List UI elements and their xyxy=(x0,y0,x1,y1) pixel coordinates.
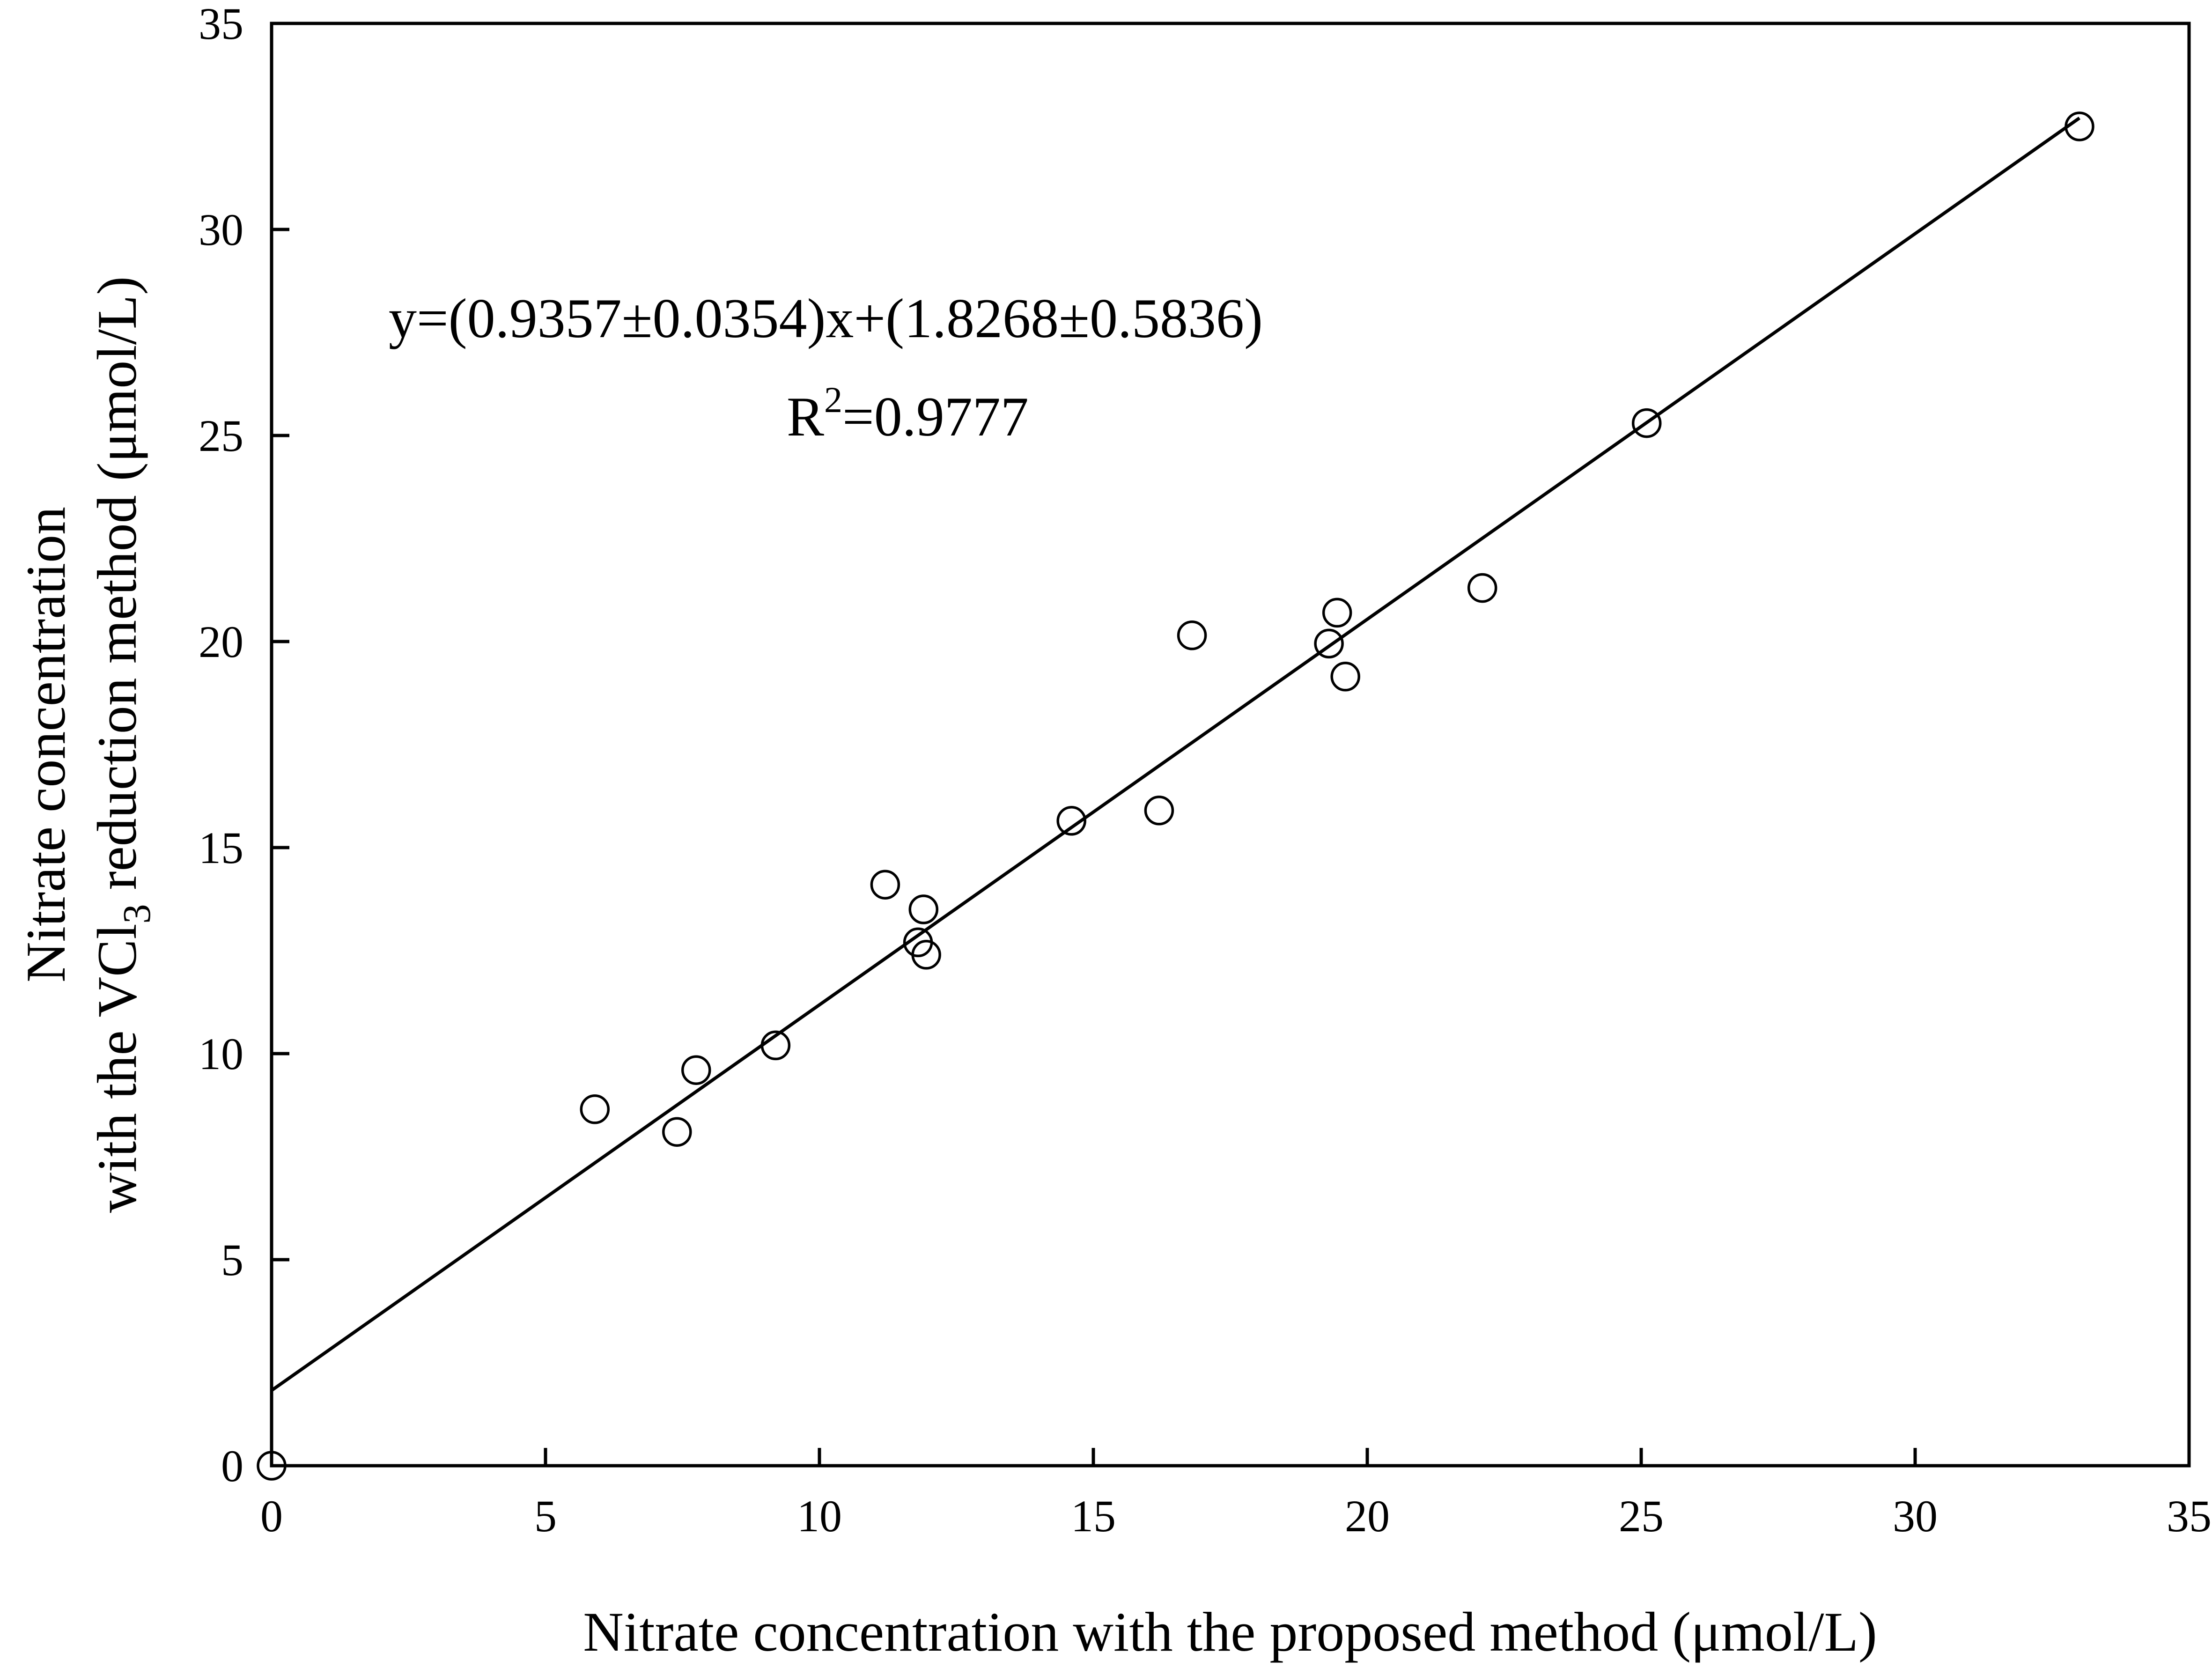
data-point xyxy=(870,870,900,900)
data-points xyxy=(257,111,2094,1481)
data-point xyxy=(1330,662,1360,692)
y-tick-label: 35 xyxy=(199,0,243,49)
data-point xyxy=(2065,111,2094,141)
x-axis-label: Nitrate concentration with the proposed … xyxy=(583,1601,1877,1663)
y-axis-label-line2: with the VCl3 reduction method (μmol/L) xyxy=(86,276,159,1213)
y-tick-label: 15 xyxy=(199,823,243,873)
x-tick-label: 15 xyxy=(1071,1491,1116,1541)
y-tick-label: 20 xyxy=(199,617,243,667)
y-tick-label: 25 xyxy=(199,411,243,461)
regression-equation: y=(0.9357±0.0354)x+(1.8268±0.5836) xyxy=(389,287,1263,349)
x-axis-ticks: 0 5 10 15 20 25 30 35 xyxy=(260,1448,2212,1541)
y-tick-label: 10 xyxy=(199,1029,243,1079)
data-point xyxy=(1322,598,1352,628)
data-point xyxy=(1144,796,1174,826)
data-point xyxy=(580,1094,610,1124)
data-point xyxy=(662,1117,692,1147)
plot-frame xyxy=(270,22,2191,1468)
x-tick-label: 20 xyxy=(1345,1491,1390,1541)
fit-line xyxy=(270,117,2081,1392)
y-axis-label-line1: Nitrate concentration xyxy=(15,507,77,982)
x-tick-label: 0 xyxy=(260,1491,283,1541)
data-point xyxy=(681,1055,711,1085)
r-squared-label: R2=0.9777 xyxy=(787,379,1029,448)
y-tick-label: 30 xyxy=(199,205,243,255)
x-tick-label: 35 xyxy=(2167,1491,2212,1541)
data-point xyxy=(1631,408,1662,438)
data-point xyxy=(760,1030,791,1061)
data-point xyxy=(1314,628,1344,659)
data-point xyxy=(257,1451,287,1481)
data-point xyxy=(1056,806,1086,836)
x-tick-label: 30 xyxy=(1893,1491,1938,1541)
data-point xyxy=(911,940,941,970)
x-tick-label: 10 xyxy=(797,1491,842,1541)
data-point xyxy=(1467,573,1497,603)
y-tick-label: 5 xyxy=(221,1235,243,1285)
y-axis-ticks: 0 5 10 15 20 25 30 35 xyxy=(199,0,289,1491)
y-tick-label: 0 xyxy=(221,1441,243,1491)
data-point xyxy=(908,894,939,924)
data-point xyxy=(1177,620,1207,650)
x-tick-label: 25 xyxy=(1619,1491,1664,1541)
x-tick-label: 5 xyxy=(534,1491,557,1541)
